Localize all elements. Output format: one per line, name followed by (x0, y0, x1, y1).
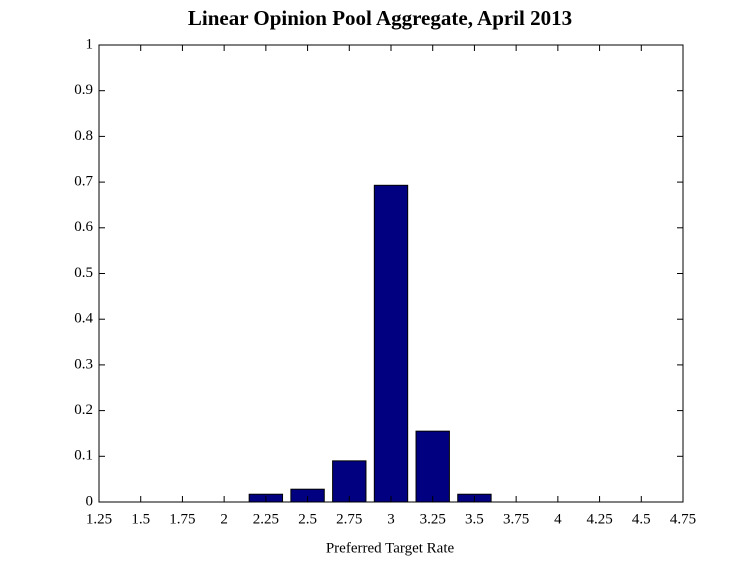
x-tick-label: 1.5 (131, 511, 150, 527)
y-tick-label: 0.6 (74, 219, 93, 235)
bar (373, 184, 409, 503)
x-tick-label: 3.25 (420, 511, 446, 527)
y-tick-label: 0 (86, 493, 94, 509)
x-tick-label: 2.5 (298, 511, 317, 527)
y-tick-label: 0.2 (74, 402, 93, 418)
chart-title: Linear Opinion Pool Aggregate, April 201… (188, 6, 572, 30)
x-tick-label: 4.75 (670, 511, 696, 527)
y-tick-label: 0.7 (74, 174, 93, 190)
x-tick-label: 2 (220, 511, 228, 527)
x-tick-label: 3.5 (465, 511, 484, 527)
y-tick-label: 0.8 (74, 128, 93, 144)
y-tick-label: 0.4 (74, 311, 93, 327)
x-tick-label: 3.75 (503, 511, 529, 527)
x-tick-label: 1.75 (169, 511, 195, 527)
y-tick-label: 0.3 (74, 356, 93, 372)
y-tick-label: 0.9 (74, 82, 93, 98)
x-tick-label: 3 (387, 511, 395, 527)
x-axis-label: Preferred Target Rate (326, 540, 455, 556)
x-tick-label: 1.25 (86, 511, 112, 527)
x-tick-label: 4.5 (632, 511, 651, 527)
x-tick-label: 4.25 (586, 511, 612, 527)
x-tick-label: 2.75 (336, 511, 362, 527)
y-tick-label: 1 (86, 36, 94, 52)
y-tick-label: 0.1 (74, 448, 93, 464)
y-tick-label: 0.5 (74, 265, 93, 281)
x-tick-label: 4 (554, 511, 562, 527)
x-tick-label: 2.25 (253, 511, 279, 527)
bar (415, 430, 450, 503)
bar (332, 460, 367, 503)
